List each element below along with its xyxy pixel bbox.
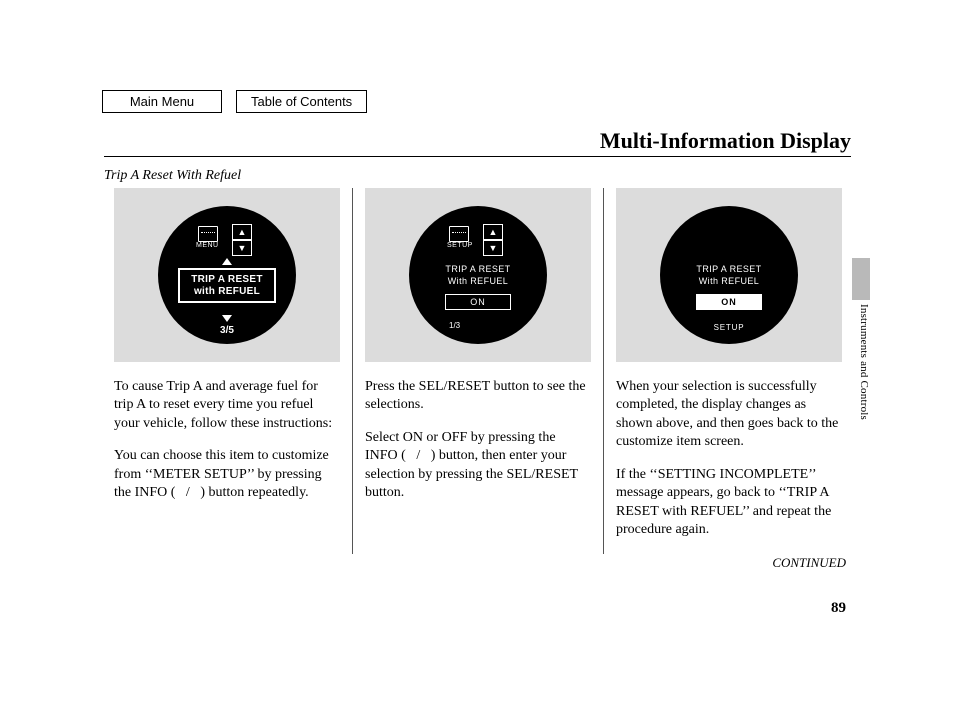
manual-page: Main Menu Table of Contents Multi-Inform… — [0, 0, 954, 720]
column-1: MENU ▲ ▼ TRIP A RESET with REFUEL 3/5 To… — [102, 188, 352, 554]
selection-box: TRIP A RESET with REFUEL — [178, 268, 276, 303]
display-line1: TRIP A RESET — [660, 264, 798, 274]
page-indicator: 3/5 — [158, 325, 296, 336]
title-rule — [104, 156, 851, 157]
menu-label: MENU — [196, 242, 219, 249]
on-box: ON — [445, 294, 511, 310]
display-line2: With REFUEL — [409, 276, 547, 286]
on-box-selected: ON — [696, 294, 762, 310]
figure-3: TRIP A RESET With REFUEL ON SETUP — [616, 188, 842, 362]
section-label-vertical: Instruments and Controls — [852, 304, 870, 420]
paragraph: Select ON or OFF by pressing the INFO ( … — [365, 429, 591, 503]
figure-1: MENU ▲ ▼ TRIP A RESET with REFUEL 3/5 — [114, 188, 340, 362]
arrow-up-icon: ▲ — [232, 224, 252, 240]
paragraph: To cause Trip A and average fuel for tri… — [114, 378, 340, 433]
main-menu-button[interactable]: Main Menu — [102, 90, 222, 113]
arrow-up-icon: ▲ — [483, 224, 503, 240]
triangle-up-icon — [222, 258, 232, 265]
fraction-indicator: 1/3 — [449, 321, 460, 330]
columns: MENU ▲ ▼ TRIP A RESET with REFUEL 3/5 To… — [102, 188, 854, 554]
arrow-buttons-icon: ▲ ▼ — [483, 224, 501, 256]
paragraph: You can choose this item to customize fr… — [114, 447, 340, 502]
section-subtitle: Trip A Reset With Refuel — [104, 168, 241, 184]
thumb-tab — [852, 258, 870, 300]
toc-button[interactable]: Table of Contents — [236, 90, 367, 113]
display-line2: With REFUEL — [660, 276, 798, 286]
arrow-buttons-icon: ▲ ▼ — [232, 224, 250, 256]
column-3-text: When your selection is successfully comp… — [616, 378, 842, 540]
setup-footer-label: SETUP — [660, 323, 798, 332]
arrow-down-icon: ▼ — [232, 240, 252, 256]
paragraph: Press the SEL/RESET button to see the se… — [365, 378, 591, 415]
paragraph: When your selection is successfully comp… — [616, 378, 842, 452]
page-number: 89 — [831, 600, 846, 617]
continued-label: CONTINUED — [772, 555, 846, 571]
figure-2: SETUP ▲ ▼ TRIP A RESET With REFUEL ON 1/… — [365, 188, 591, 362]
page-title: Multi-Information Display — [600, 128, 851, 154]
display-icon — [198, 226, 218, 242]
setup-label: SETUP — [447, 242, 473, 249]
gauge-display-2: SETUP ▲ ▼ TRIP A RESET With REFUEL ON 1/… — [409, 206, 547, 344]
arrow-down-icon: ▼ — [483, 240, 503, 256]
selection-line1: TRIP A RESET — [191, 274, 263, 285]
selection-line2: with REFUEL — [194, 286, 260, 297]
display-line1: TRIP A RESET — [409, 264, 547, 274]
column-3: TRIP A RESET With REFUEL ON SETUP When y… — [603, 188, 854, 554]
display-icon — [449, 226, 469, 242]
gauge-display-1: MENU ▲ ▼ TRIP A RESET with REFUEL 3/5 — [158, 206, 296, 344]
column-2-text: Press the SEL/RESET button to see the se… — [365, 378, 591, 503]
column-1-text: To cause Trip A and average fuel for tri… — [114, 378, 340, 503]
gauge-display-3: TRIP A RESET With REFUEL ON SETUP — [660, 206, 798, 344]
column-2: SETUP ▲ ▼ TRIP A RESET With REFUEL ON 1/… — [352, 188, 603, 554]
nav-row: Main Menu Table of Contents — [102, 90, 367, 113]
triangle-down-icon — [222, 315, 232, 322]
paragraph: If the ‘‘SETTING INCOMPLETE’’ message ap… — [616, 466, 842, 540]
